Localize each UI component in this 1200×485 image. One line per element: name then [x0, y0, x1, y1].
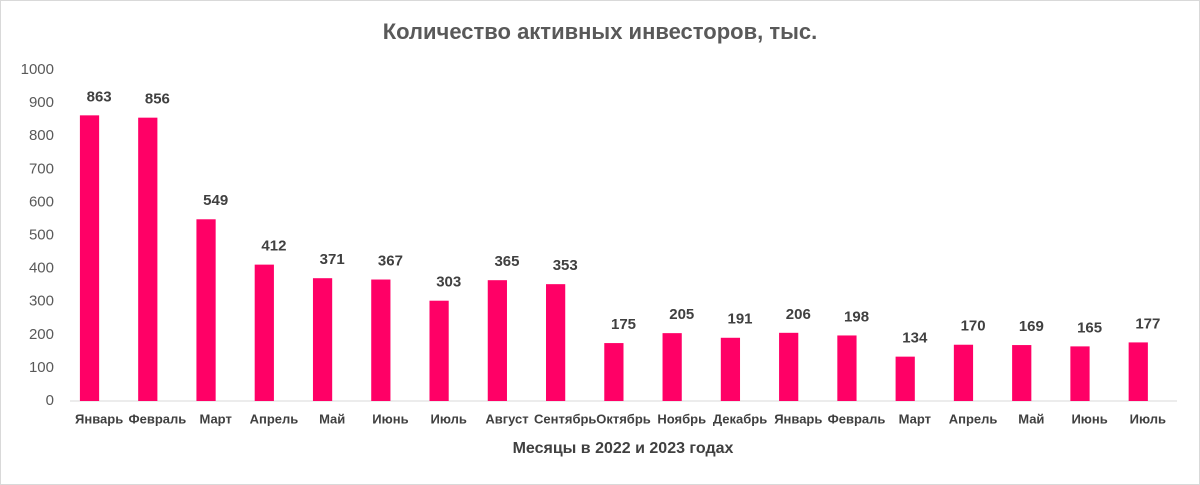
- data-label: 549: [203, 192, 228, 209]
- data-label: 169: [1019, 318, 1044, 335]
- x-tick-label: Ноябрь: [657, 411, 706, 426]
- x-tick-label: Январь: [774, 411, 822, 426]
- data-label: 206: [786, 306, 811, 323]
- data-label: 191: [728, 311, 753, 328]
- data-label: 134: [902, 330, 928, 347]
- x-tick-label: Январь: [75, 411, 123, 426]
- x-tick-label: Июнь: [372, 411, 408, 426]
- bar: [371, 279, 391, 401]
- x-axis-title: Месяцы в 2022 и 2023 годах: [513, 440, 734, 457]
- data-label: 856: [145, 91, 170, 108]
- y-tick-label: 400: [29, 260, 54, 277]
- y-tick-label: 0: [46, 392, 54, 409]
- x-tick-label: Март: [899, 411, 931, 426]
- bar: [487, 280, 507, 401]
- bar: [1128, 342, 1148, 401]
- y-tick-label: 700: [29, 160, 54, 177]
- data-label: 365: [494, 253, 519, 270]
- x-tick-label: Декабрь: [713, 411, 767, 426]
- x-tick-label: Май: [319, 411, 345, 426]
- y-tick-label: 200: [29, 326, 54, 343]
- y-tick-label: 1000: [21, 61, 54, 78]
- bar: [429, 300, 449, 401]
- bar: [953, 344, 974, 401]
- x-tick-label: Май: [1018, 411, 1044, 426]
- data-label: 205: [669, 306, 694, 323]
- data-label: 371: [320, 251, 345, 268]
- data-label: 170: [961, 318, 986, 335]
- data-label: 367: [378, 252, 403, 269]
- x-tick-label: Март: [199, 411, 231, 426]
- data-label: 303: [436, 274, 461, 291]
- x-tick-label: Сентябрь: [534, 411, 596, 426]
- bar: [895, 356, 915, 401]
- bar: [196, 219, 216, 401]
- chart-title: Количество активных инвесторов, тыс.: [383, 19, 818, 44]
- bar: [1070, 346, 1090, 401]
- data-label: 353: [553, 257, 578, 274]
- data-label: 198: [844, 308, 869, 325]
- x-tick-label: Апрель: [949, 411, 998, 426]
- data-label: 412: [261, 238, 286, 255]
- bar: [254, 264, 274, 401]
- y-tick-label: 900: [29, 94, 54, 111]
- data-label: 175: [611, 316, 636, 333]
- bar: [720, 337, 741, 401]
- bar: [779, 332, 799, 401]
- bar: [312, 278, 333, 401]
- bar: [662, 333, 682, 401]
- x-tick-label: Октябрь: [596, 411, 651, 426]
- bar: [79, 115, 100, 402]
- x-tick-label: Июль: [1130, 411, 1166, 426]
- data-label: 165: [1077, 319, 1102, 336]
- y-tick-label: 800: [29, 127, 54, 144]
- bar: [1012, 345, 1032, 401]
- x-tick-label: Июнь: [1071, 411, 1107, 426]
- x-tick-label: Февраль: [828, 411, 886, 426]
- data-label: 177: [1135, 315, 1160, 332]
- bar: [546, 284, 566, 401]
- x-tick-label: Февраль: [129, 411, 187, 426]
- x-tick-label: Июль: [431, 411, 467, 426]
- bar: [604, 343, 624, 401]
- y-tick-label: 300: [29, 293, 54, 310]
- data-label: 863: [87, 88, 112, 105]
- y-tick-label: 100: [29, 359, 54, 376]
- x-tick-label: Апрель: [250, 411, 299, 426]
- bar: [138, 117, 158, 401]
- bar: [837, 335, 857, 401]
- y-tick-label: 500: [29, 226, 54, 243]
- y-tick-label: 600: [29, 193, 54, 210]
- x-tick-label: Август: [485, 411, 528, 426]
